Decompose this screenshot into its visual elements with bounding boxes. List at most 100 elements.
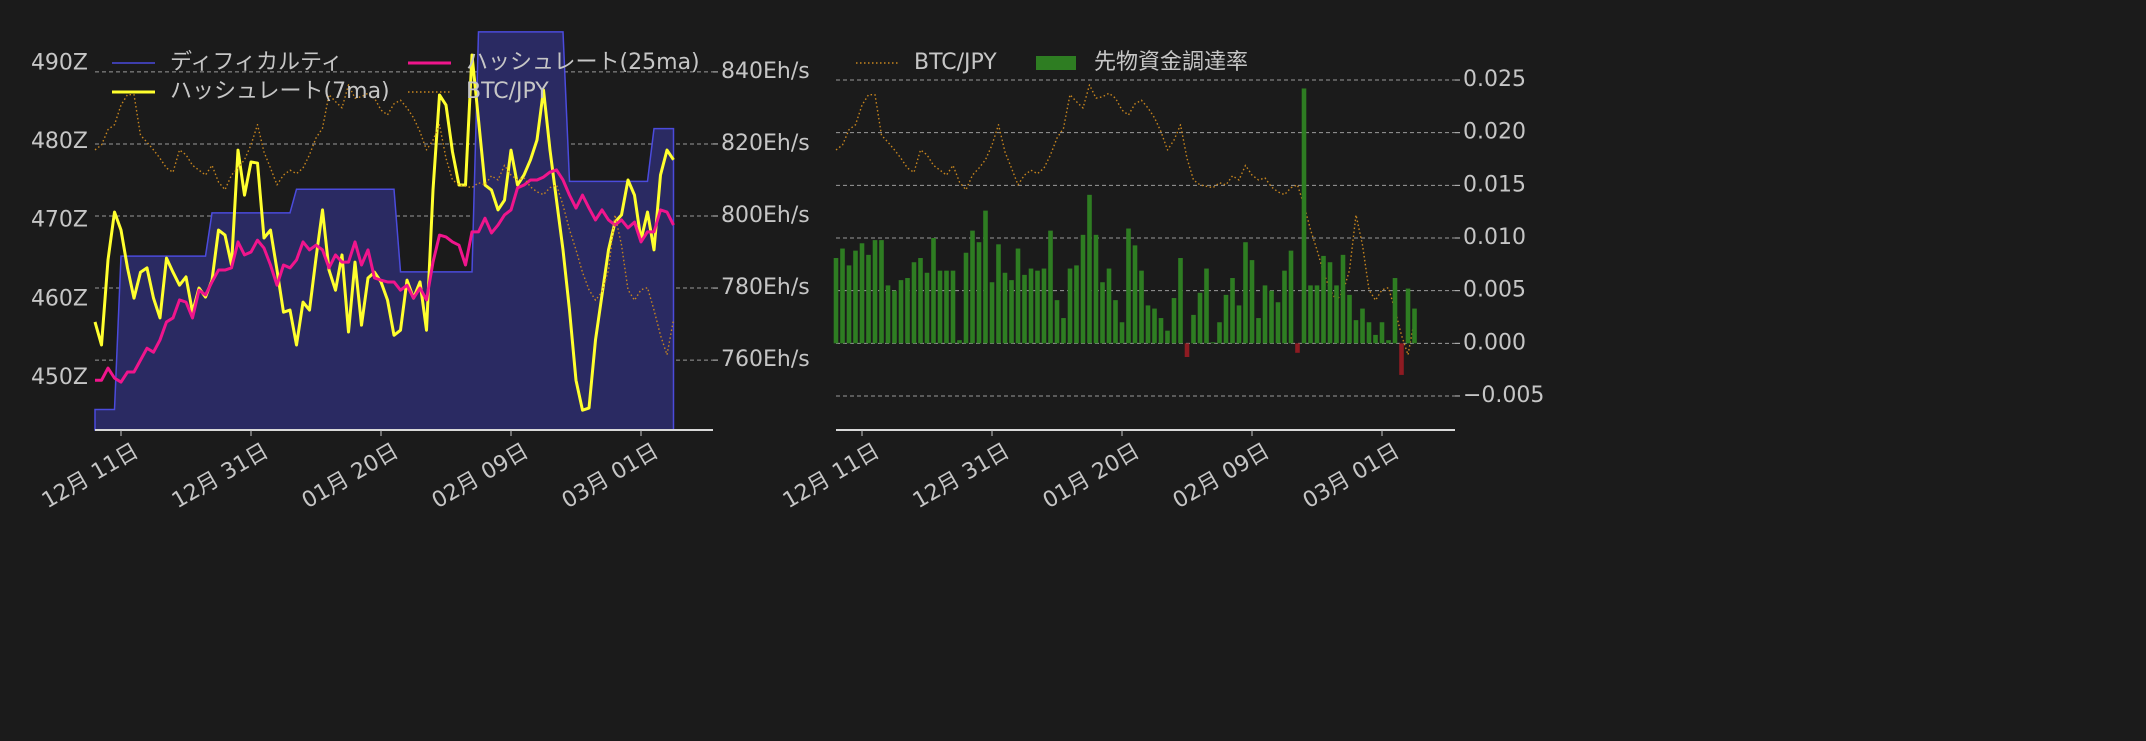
bar bbox=[1158, 318, 1164, 344]
bar bbox=[911, 262, 917, 344]
bar bbox=[1041, 268, 1047, 344]
bar bbox=[1334, 285, 1339, 344]
bar bbox=[846, 265, 852, 344]
bar bbox=[1197, 292, 1203, 344]
bar bbox=[1269, 290, 1274, 344]
bar bbox=[1048, 230, 1053, 344]
bar bbox=[866, 254, 871, 344]
bar bbox=[898, 280, 904, 344]
x-tick-label: 12月 11日 bbox=[779, 439, 884, 514]
legend-label: 先物資金調達率 bbox=[1094, 50, 1248, 75]
bar bbox=[1230, 278, 1235, 344]
dotted-line bbox=[835, 84, 1416, 356]
bar bbox=[853, 250, 858, 344]
bar bbox=[1412, 308, 1417, 344]
bar bbox=[944, 270, 949, 344]
bar bbox=[1373, 334, 1378, 344]
bar bbox=[1399, 343, 1404, 375]
bar bbox=[879, 240, 884, 344]
x-tick-label: 02月 09日 bbox=[428, 439, 533, 514]
bar bbox=[1249, 260, 1255, 344]
bar bbox=[1236, 305, 1242, 344]
y-tick-label: 460Z bbox=[31, 286, 88, 311]
legend-label: ディフィカルティ bbox=[170, 50, 343, 75]
bar bbox=[1243, 242, 1248, 344]
bar bbox=[872, 240, 878, 344]
bar bbox=[1275, 302, 1281, 344]
bar bbox=[1321, 255, 1326, 344]
bar bbox=[1360, 308, 1365, 344]
bar bbox=[918, 258, 923, 344]
bar bbox=[1054, 300, 1060, 344]
dotted-line bbox=[94, 84, 675, 356]
bar bbox=[1217, 322, 1222, 344]
bar bbox=[892, 290, 897, 344]
bar bbox=[885, 285, 891, 344]
bar bbox=[931, 238, 936, 344]
y-tick-label: 820Eh/s bbox=[721, 131, 810, 156]
bar bbox=[1113, 300, 1118, 344]
bar bbox=[1100, 282, 1105, 344]
bar bbox=[976, 242, 982, 344]
bar bbox=[1204, 268, 1209, 344]
x-tick-label: 01月 20日 bbox=[1039, 439, 1144, 514]
line bbox=[93, 53, 675, 412]
bar bbox=[1210, 342, 1216, 344]
bar bbox=[1386, 340, 1391, 344]
y-tick-label: 0.010 bbox=[1463, 225, 1526, 250]
bar bbox=[1295, 343, 1300, 353]
x-tick-label: 02月 09日 bbox=[1169, 439, 1274, 514]
y-tick-label: 0.005 bbox=[1463, 278, 1526, 303]
y-tick-label: 800Eh/s bbox=[721, 203, 810, 228]
y-tick-label: 0.020 bbox=[1463, 120, 1526, 145]
y-tick-label: 0.025 bbox=[1463, 67, 1526, 92]
x-tick-label: 03月 01日 bbox=[558, 439, 663, 514]
bar bbox=[1080, 234, 1086, 344]
x-tick-label: 12月 31日 bbox=[168, 439, 273, 514]
line bbox=[95, 168, 675, 384]
bar bbox=[1093, 234, 1099, 344]
y-tick-label: 450Z bbox=[31, 365, 88, 390]
y-tick-label: 480Z bbox=[31, 129, 88, 154]
area bbox=[94, 31, 675, 431]
bar bbox=[1301, 88, 1307, 344]
bar bbox=[996, 244, 1001, 344]
bar bbox=[1262, 285, 1268, 344]
bar bbox=[1106, 268, 1112, 344]
bar bbox=[1074, 265, 1079, 344]
legend-label: BTC/JPY bbox=[914, 50, 997, 75]
bar bbox=[1002, 272, 1008, 344]
bar bbox=[1165, 330, 1170, 344]
bar bbox=[1009, 280, 1014, 344]
x-tick-label: 12月 31日 bbox=[909, 439, 1014, 514]
bar bbox=[1184, 343, 1190, 358]
y-tick-label: 0.000 bbox=[1463, 330, 1526, 355]
bar bbox=[1061, 318, 1066, 344]
bar bbox=[833, 258, 839, 344]
bar bbox=[1132, 245, 1138, 344]
bar bbox=[1171, 298, 1177, 344]
x-tick-label: 01月 20日 bbox=[298, 439, 403, 514]
legend-label: BTC/JPY bbox=[466, 79, 549, 104]
y-tick-label: −0.005 bbox=[1463, 383, 1544, 408]
bar bbox=[1145, 305, 1151, 344]
y-tick-label: 470Z bbox=[31, 208, 88, 233]
bar bbox=[1327, 262, 1333, 344]
bar bbox=[1223, 294, 1229, 344]
bar bbox=[1067, 268, 1073, 344]
x-tick-label: 12月 11日 bbox=[38, 439, 143, 514]
bar bbox=[1139, 270, 1144, 344]
bar bbox=[924, 272, 930, 344]
bar bbox=[1028, 268, 1034, 344]
bar bbox=[840, 248, 845, 344]
bar bbox=[1126, 228, 1131, 344]
bar bbox=[1087, 194, 1092, 344]
bar bbox=[1379, 322, 1385, 344]
bar bbox=[970, 230, 975, 344]
y-tick-label: 0.015 bbox=[1463, 172, 1526, 197]
bar bbox=[1119, 322, 1125, 344]
bar bbox=[1366, 322, 1372, 344]
bar bbox=[1191, 314, 1196, 344]
